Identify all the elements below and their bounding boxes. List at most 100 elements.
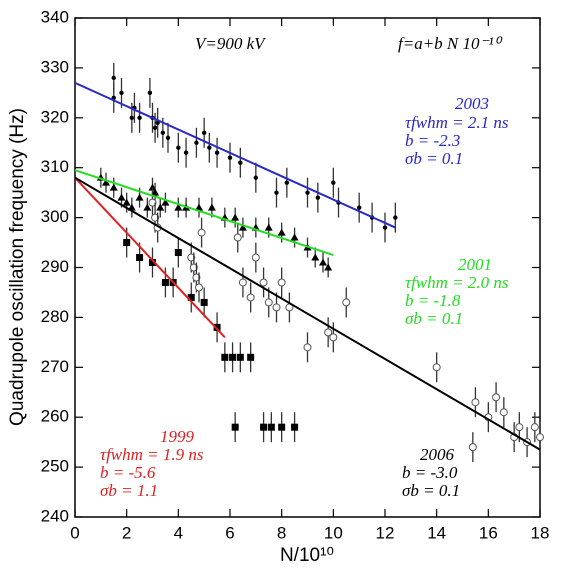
marker	[194, 140, 199, 145]
marker	[247, 353, 255, 361]
fit-sigma: σb = 1.1	[100, 481, 158, 500]
series-label: 2001	[458, 255, 492, 274]
marker	[117, 193, 126, 201]
marker	[315, 195, 321, 200]
marker	[492, 393, 501, 402]
x-tick-label: 16	[479, 523, 498, 542]
marker	[109, 183, 118, 191]
fit-tau: τfwhm = 2.1 ns	[405, 113, 509, 132]
marker	[393, 215, 398, 220]
x-tick-label: 12	[376, 523, 395, 542]
series-label: 2003	[455, 94, 489, 113]
marker	[272, 303, 281, 312]
marker	[331, 180, 336, 185]
marker	[259, 278, 268, 287]
marker	[165, 135, 171, 140]
fit-info-2006: 2006 b = -3.0 σb = 0.1	[402, 445, 460, 500]
fit-slope: b = -3.0	[402, 463, 458, 482]
y-axis-label: Quadrupole oscillation frequency (Hz)	[7, 108, 28, 426]
marker	[123, 239, 131, 247]
marker	[251, 253, 260, 262]
x-tick-label: 4	[174, 523, 183, 542]
marker	[236, 353, 244, 361]
annotation: V=900 kV	[195, 34, 267, 53]
marker	[129, 115, 135, 121]
marker	[201, 130, 207, 135]
marker	[536, 433, 544, 442]
marker	[238, 278, 247, 287]
marker	[227, 155, 233, 160]
marker	[260, 423, 268, 431]
fit-info-1999: 1999 τfwhm = 1.9 ns b = -5.6 σb = 1.1	[100, 427, 204, 500]
marker	[161, 198, 170, 206]
marker	[135, 193, 144, 201]
marker	[432, 363, 441, 372]
marker	[530, 423, 539, 432]
marker	[151, 213, 160, 222]
x-tick-label: 2	[122, 523, 131, 542]
marker	[319, 258, 327, 266]
series-label: 1999	[160, 427, 195, 446]
series	[148, 187, 544, 463]
marker	[213, 323, 221, 331]
marker	[156, 203, 165, 211]
marker	[274, 190, 279, 195]
y-tick-label: 280	[41, 307, 69, 326]
marker	[382, 225, 388, 230]
marker	[253, 175, 259, 180]
marker	[174, 249, 182, 257]
marker	[278, 423, 286, 431]
marker	[277, 228, 286, 236]
marker	[174, 203, 183, 211]
marker	[324, 263, 333, 271]
marker	[311, 253, 320, 261]
marker	[136, 254, 144, 262]
x-tick-label: 8	[277, 523, 286, 542]
fit-line	[74, 176, 226, 339]
x-axis-label: N/10¹⁰	[280, 545, 334, 566]
marker	[143, 203, 152, 211]
marker	[122, 198, 131, 206]
marker	[342, 298, 351, 307]
series-label: 2006	[420, 445, 455, 464]
marker	[277, 278, 286, 287]
marker	[291, 423, 299, 431]
y-tick-label: 300	[41, 207, 69, 226]
marker	[290, 233, 299, 241]
marker	[148, 198, 157, 207]
fit-line	[74, 169, 334, 256]
marker	[195, 203, 203, 211]
y-tick-label: 330	[41, 57, 69, 76]
marker	[119, 90, 124, 96]
marker	[183, 150, 189, 155]
marker	[197, 228, 206, 237]
fit-tau: τfwhm = 2.0 ns	[405, 273, 509, 292]
marker	[152, 125, 158, 130]
fit-sigma: σb = 0.1	[405, 149, 463, 168]
marker	[160, 130, 166, 135]
marker	[221, 353, 229, 361]
fit-tau: τfwhm = 1.9 ns	[100, 445, 204, 464]
marker	[267, 423, 275, 431]
marker	[238, 223, 247, 231]
annotation: f=a+b N 10⁻¹⁰	[398, 34, 503, 53]
x-tick-label: 18	[531, 523, 550, 542]
x-tick-label: 10	[324, 523, 343, 542]
fit-slope: b = -1.8	[405, 291, 461, 310]
marker	[214, 150, 220, 155]
marker	[324, 328, 333, 337]
marker	[187, 253, 196, 262]
fit-sigma: σb = 0.1	[402, 481, 460, 500]
marker	[246, 293, 255, 302]
marker	[515, 423, 524, 432]
fit-info-2003: 2003 τfwhm = 2.1 ns b = -2.3 σb = 0.1	[405, 94, 509, 168]
y-tick-label: 250	[41, 457, 69, 476]
marker	[264, 223, 273, 231]
x-tick-label: 6	[225, 523, 234, 542]
y-tick-label: 340	[41, 7, 69, 26]
marker	[187, 293, 195, 301]
marker	[207, 145, 212, 150]
fit-slope: b = -5.6	[100, 463, 156, 482]
marker	[231, 213, 240, 221]
